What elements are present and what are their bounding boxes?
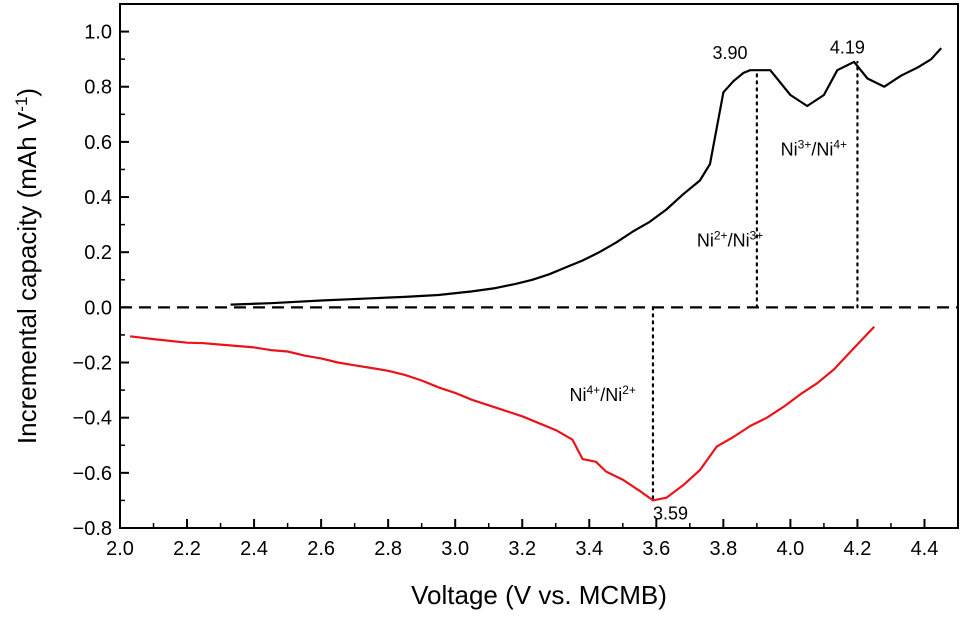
series-charge-line bbox=[230, 47, 943, 306]
redox-label-sup2: 4+ bbox=[833, 138, 847, 152]
redox-label-sup1: 4+ bbox=[587, 383, 601, 397]
x-tick-label: 3.4 bbox=[575, 538, 603, 560]
peak-label: 3.59 bbox=[653, 504, 688, 524]
x-tick-label: 4.4 bbox=[911, 538, 939, 560]
y-tick-label: 0.4 bbox=[84, 187, 112, 209]
redox-label-ni23: Ni2+/Ni3+ bbox=[697, 229, 763, 251]
redox-label-sup1: 3+ bbox=[798, 138, 812, 152]
x-axis-title: Voltage (V vs. MCMB) bbox=[411, 580, 667, 610]
y-tick-label: 1.0 bbox=[84, 22, 112, 44]
plot-frame bbox=[119, 3, 959, 529]
y-axis-title-main: Incremental capacity (mAh V bbox=[12, 111, 42, 444]
redox-label-mid: /Ni bbox=[728, 231, 750, 251]
tick-layer: 2.0 2.2 2.4 2.6 2.8 3.0 3.2 3.4 3.6 3.8 4.0 4.2 4.4 −… bbox=[73, 22, 939, 560]
y-axis-title: Incremental capacity (mAh V-1) bbox=[12, 88, 43, 444]
y-tick-label: −0.6 bbox=[73, 463, 112, 485]
y-axis-title-sup: -1 bbox=[12, 97, 31, 112]
redox-label-sup2: 3+ bbox=[750, 229, 764, 243]
redox-label-base: Ni bbox=[697, 231, 714, 251]
y-tick-label: −0.8 bbox=[73, 518, 112, 540]
peak-label: 4.19 bbox=[830, 38, 865, 58]
y-tick-label: −0.2 bbox=[73, 353, 112, 375]
x-tick-label: 2.8 bbox=[374, 538, 402, 560]
x-tick-label: 4.0 bbox=[776, 538, 804, 560]
reference-lines bbox=[120, 60, 958, 502]
y-tick-label: 0.6 bbox=[84, 132, 112, 154]
x-tick-label: 2.4 bbox=[240, 538, 268, 560]
x-tick-label: 2.6 bbox=[307, 538, 335, 560]
x-tick-label: 2.2 bbox=[173, 538, 201, 560]
redox-label-ni42: Ni4+/Ni2+ bbox=[570, 383, 636, 405]
y-tick-label: 0.0 bbox=[84, 297, 112, 319]
y-tick-label: −0.4 bbox=[73, 408, 112, 430]
redox-label-mid: /Ni bbox=[811, 140, 833, 160]
y-tick-label: 0.8 bbox=[84, 77, 112, 99]
y-tick-label: 0.2 bbox=[84, 242, 112, 264]
x-tick-label: 3.0 bbox=[441, 538, 469, 560]
y-axis-title-close: ) bbox=[12, 88, 42, 97]
redox-label-mid: /Ni bbox=[600, 385, 622, 405]
x-tick-label: 4.2 bbox=[844, 538, 872, 560]
redox-label-sup1: 2+ bbox=[714, 229, 728, 243]
redox-label-base: Ni bbox=[781, 140, 798, 160]
series-layer bbox=[129, 47, 943, 502]
x-tick-label: 3.2 bbox=[508, 538, 536, 560]
redox-label-sup2: 2+ bbox=[622, 383, 636, 397]
x-tick-label: 3.6 bbox=[642, 538, 670, 560]
x-tick-label: 3.8 bbox=[709, 538, 737, 560]
axes-layer bbox=[119, 3, 959, 529]
series-discharge-line bbox=[129, 325, 875, 502]
x-tick-label: 2.0 bbox=[106, 538, 134, 560]
redox-label-base: Ni bbox=[570, 385, 587, 405]
peak-label: 3.90 bbox=[713, 43, 748, 63]
redox-label-ni34: Ni3+/Ni4+ bbox=[781, 138, 847, 160]
